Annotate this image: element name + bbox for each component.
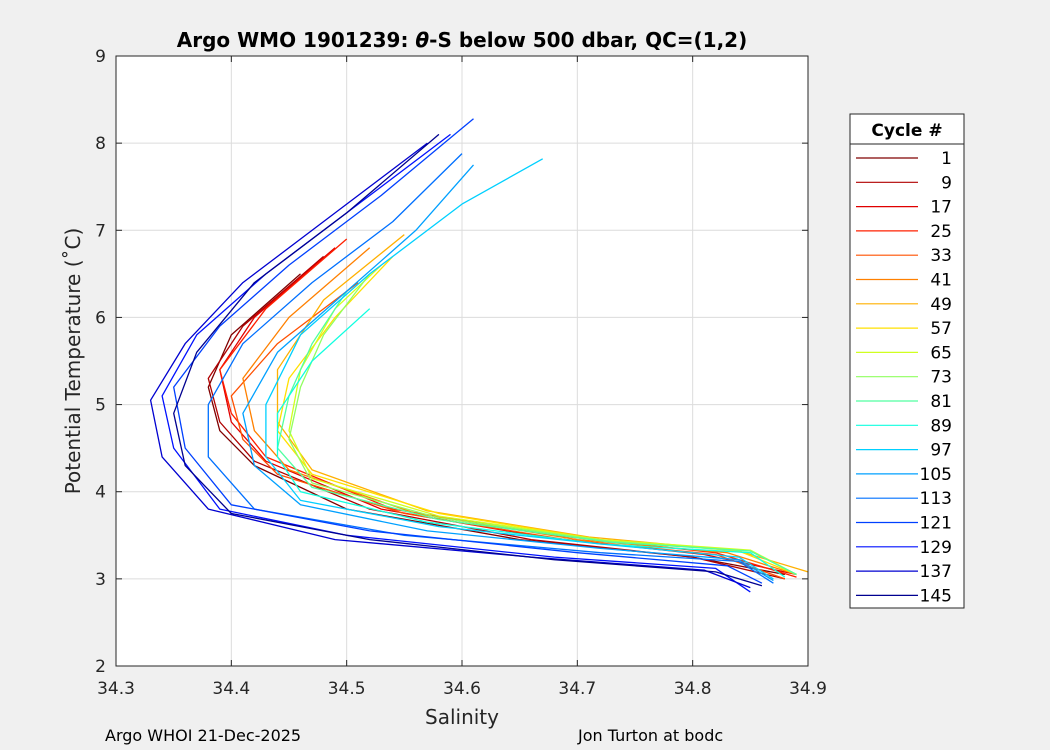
x-tick-label: 34.3 xyxy=(97,679,135,699)
legend-label-41: 41 xyxy=(930,271,952,291)
footer-right: Jon Turton at bodc xyxy=(577,726,723,745)
x-tick-label: 34.5 xyxy=(328,679,366,699)
legend-label-113: 113 xyxy=(920,489,952,509)
series-line-105 xyxy=(242,164,774,582)
x-axis-label: Salinity xyxy=(425,705,499,729)
y-axis-ticks: 2 3 4 5 6 7 8 9 xyxy=(95,47,808,677)
legend-label-25: 25 xyxy=(930,222,952,242)
x-tick-label: 34.7 xyxy=(558,679,596,699)
chart-title: Argo WMO 1901239: θ-S below 500 dbar, QC… xyxy=(177,28,747,52)
legend-label-121: 121 xyxy=(920,514,952,534)
legend-box xyxy=(849,113,965,609)
legend-title: Cycle # xyxy=(871,121,942,141)
series-line-97 xyxy=(265,158,774,580)
y-tick-label: 5 xyxy=(95,396,106,416)
series-line-137 xyxy=(149,142,751,589)
series-line-145 xyxy=(173,133,763,587)
data-lines xyxy=(149,118,809,593)
legend-label-89: 89 xyxy=(930,416,952,436)
x-tick-label: 34.9 xyxy=(789,679,827,699)
y-tick-label: 8 xyxy=(95,134,106,154)
series-line-89 xyxy=(276,308,786,578)
plot-frame xyxy=(115,55,809,667)
legend-items: 1 9 17 25 33 41 49 57 65 73 81 89 97 105 113 121 129 137 1… xyxy=(856,149,952,606)
footer-left: Argo WHOI 21-Dec-2025 xyxy=(105,726,301,745)
legend: Cycle # 1 9 17 25 33 41 49 57 65 73 81 89 97 105 113 12… xyxy=(849,113,965,609)
y-axis-label: Potential Temperature (˚C) xyxy=(61,228,85,495)
legend-label-73: 73 xyxy=(930,368,952,388)
legend-label-33: 33 xyxy=(930,246,952,266)
y-tick-label: 2 xyxy=(95,657,106,677)
legend-label-129: 129 xyxy=(920,538,952,558)
series-line-81 xyxy=(276,290,797,576)
legend-label-65: 65 xyxy=(930,343,952,363)
legend-label-97: 97 xyxy=(930,441,952,461)
legend-label-17: 17 xyxy=(930,198,952,218)
x-tick-label: 34.8 xyxy=(674,679,712,699)
legend-label-57: 57 xyxy=(930,319,952,339)
x-axis-ticks: 34.3 34.4 34.5 34.6 34.7 34.8 34.9 xyxy=(97,56,827,699)
y-tick-label: 3 xyxy=(95,570,106,590)
legend-label-9: 9 xyxy=(941,173,952,193)
y-tick-label: 7 xyxy=(95,221,106,241)
y-tick-label: 6 xyxy=(95,308,106,328)
y-tick-label: 4 xyxy=(95,483,106,503)
series-line-65 xyxy=(288,264,797,576)
legend-label-145: 145 xyxy=(920,586,952,606)
legend-label-49: 49 xyxy=(930,295,952,315)
legend-label-105: 105 xyxy=(920,465,952,485)
series-line-121 xyxy=(173,118,763,584)
grid xyxy=(116,56,808,666)
legend-label-81: 81 xyxy=(930,392,952,412)
legend-label-137: 137 xyxy=(920,562,952,582)
x-tick-label: 34.4 xyxy=(212,679,250,699)
legend-label-1: 1 xyxy=(941,149,952,169)
series-line-113 xyxy=(207,153,774,584)
x-tick-label: 34.6 xyxy=(443,679,481,699)
y-tick-label: 9 xyxy=(95,47,106,67)
